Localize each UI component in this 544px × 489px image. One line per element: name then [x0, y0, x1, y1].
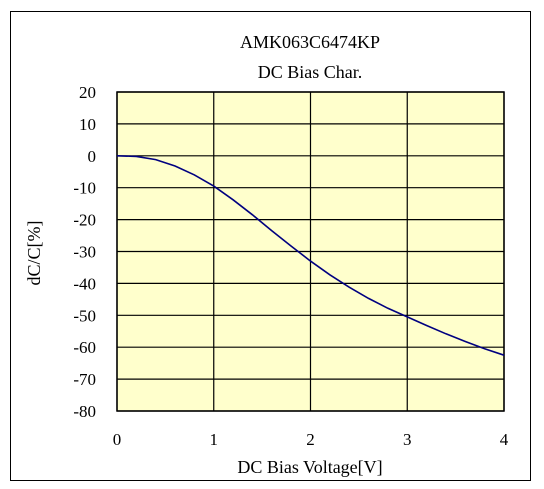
y-tick-label: -30	[73, 243, 96, 262]
y-tick-label: -40	[73, 274, 96, 293]
y-tick-label: -50	[73, 306, 96, 325]
chart-title: AMK063C6474KP	[240, 32, 380, 52]
y-tick-label: -60	[73, 338, 96, 357]
y-tick-label: 20	[79, 83, 96, 102]
y-tick-label: -70	[73, 370, 96, 389]
plot-border	[116, 91, 505, 412]
y-tick-label: -10	[73, 179, 96, 198]
y-tick-label: -80	[73, 402, 96, 421]
series-line	[116, 155, 505, 356]
x-tick-label: 1	[210, 430, 219, 449]
y-tick-label: -20	[73, 211, 96, 230]
y-axis-label: dC/C[%]	[24, 221, 44, 286]
x-axis-label: DC Bias Voltage[V]	[237, 457, 382, 477]
x-tick-label: 2	[306, 430, 315, 449]
y-tick-label: 0	[88, 147, 97, 166]
x-tick-label: 3	[403, 430, 412, 449]
x-tick-label: 4	[500, 430, 509, 449]
chart-subtitle: DC Bias Char.	[258, 62, 363, 82]
x-tick-label: 0	[113, 430, 122, 449]
y-tick-label: 10	[79, 115, 96, 134]
